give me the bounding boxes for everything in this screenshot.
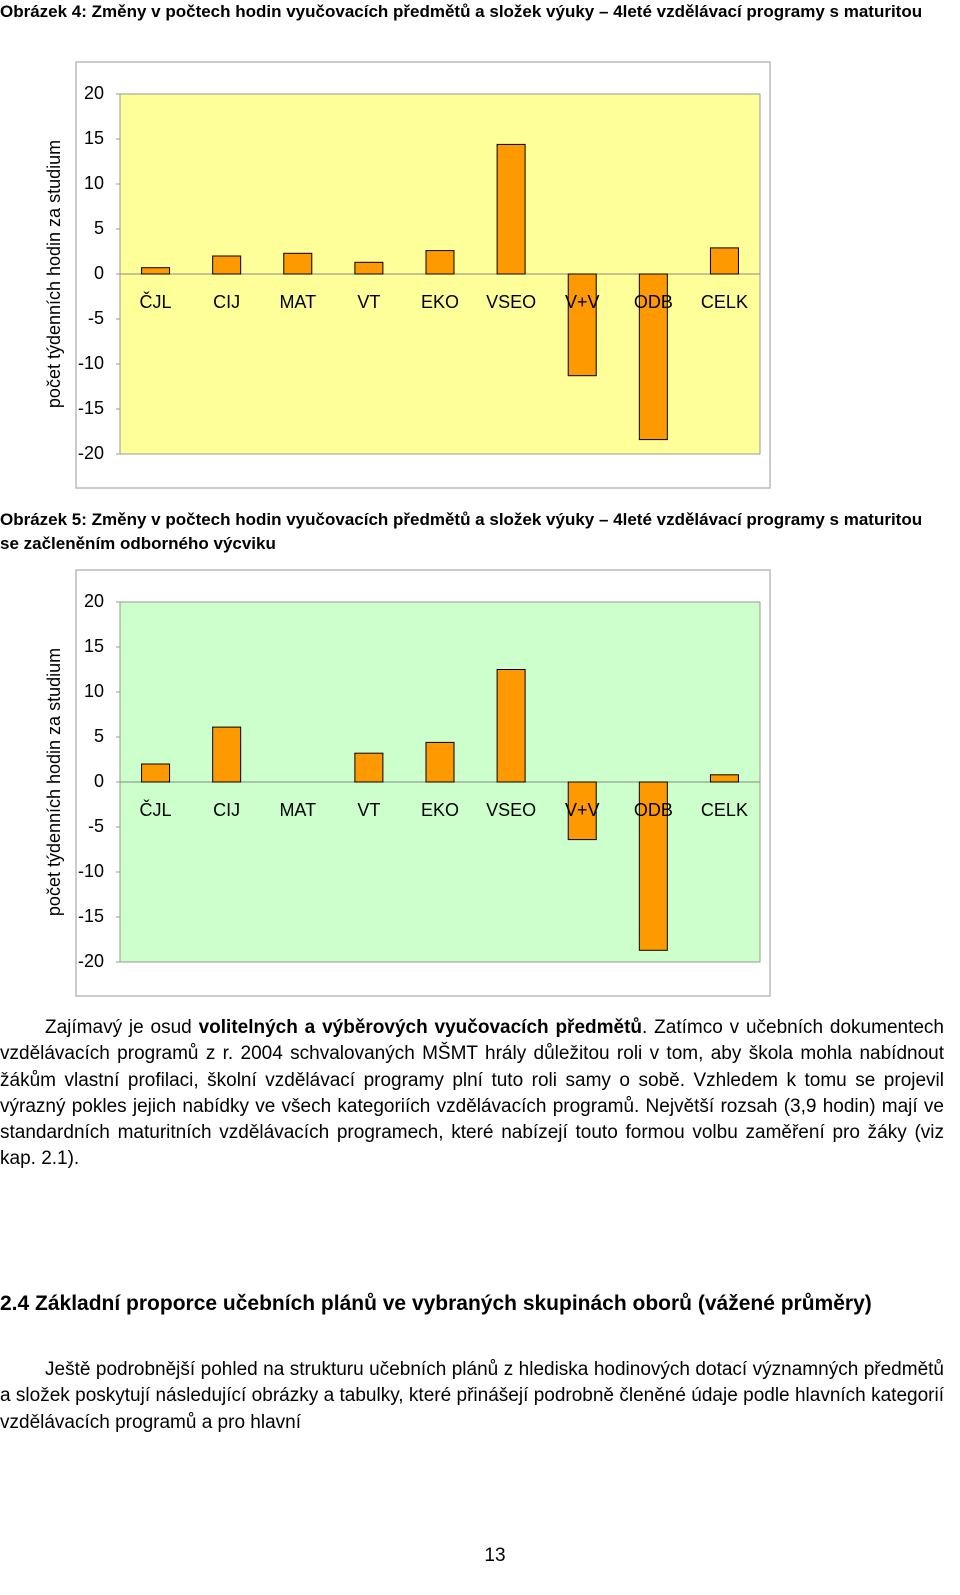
x-tick-label: VSEO <box>486 800 536 820</box>
paragraph: Ještě podrobnější pohled na strukturu uč… <box>0 1359 944 1433</box>
bar <box>496 669 526 783</box>
chart: -20 -15 -10 -5 0 5 10 15 20 počet týdenních hodin… <box>44 61 771 489</box>
y-axis-title: počet týdenních hodin za studium <box>44 140 64 408</box>
y-tick-label: 5 <box>94 218 104 238</box>
x-tick-label: V+V <box>565 292 600 312</box>
y-tick-label: -15 <box>78 398 104 418</box>
bar <box>567 273 597 377</box>
bar <box>638 781 668 951</box>
x-tick-label: CELK <box>701 292 748 312</box>
bar <box>212 255 242 275</box>
bar <box>354 752 384 783</box>
y-tick-label: -20 <box>78 443 104 463</box>
y-tick-label: -10 <box>78 353 104 373</box>
bar <box>496 143 526 275</box>
y-tick-label: -5 <box>88 308 104 328</box>
chart: -20 -15 -10 -5 0 5 10 15 20 počet týdenních hodin… <box>44 569 771 997</box>
figure-caption: Obrázek 5: Změny v počtech hodin vyučova… <box>0 510 923 553</box>
bar <box>283 252 313 275</box>
bar <box>709 247 739 275</box>
bar <box>212 726 242 783</box>
x-tick-label: CELK <box>701 800 748 820</box>
page-number: 13 <box>484 1545 506 1566</box>
y-tick-label: -20 <box>78 951 104 971</box>
section-heading: 2.4 Základní proporce učebních plánů ve … <box>0 1292 872 1315</box>
x-tick-label: CIJ <box>213 292 240 312</box>
y-tick-label: 10 <box>84 173 104 193</box>
bar <box>425 741 455 783</box>
x-tick-label: EKO <box>421 800 459 820</box>
y-tick-label: 20 <box>84 83 104 103</box>
x-tick-label: VSEO <box>486 292 536 312</box>
bar <box>425 250 455 275</box>
x-tick-label: MAT <box>279 800 316 820</box>
figure-caption: Obrázek 4: Změny v počtech hodin vyučova… <box>0 2 923 21</box>
x-tick-label: ODB <box>634 800 673 820</box>
y-axis-title: počet týdenních hodin za studium <box>44 648 64 916</box>
x-tick-label: EKO <box>421 292 459 312</box>
y-tick-label: 0 <box>94 771 104 791</box>
text: Zajímavý je osud <box>45 1017 199 1038</box>
y-tick-label: 15 <box>84 128 104 148</box>
x-tick-label: CIJ <box>213 800 240 820</box>
x-tick-label: ČJL <box>140 799 172 820</box>
x-tick-label: VT <box>357 292 380 312</box>
text: . Zatímco v učebních dokumentech vzděláv… <box>0 1017 944 1170</box>
y-tick-label: 0 <box>94 263 104 283</box>
bar <box>638 273 668 441</box>
bar <box>709 774 739 783</box>
y-tick-label: 15 <box>84 636 104 656</box>
x-tick-label: MAT <box>279 292 316 312</box>
x-tick-label: V+V <box>565 800 600 820</box>
y-tick-label: 10 <box>84 681 104 701</box>
y-tick-label: 20 <box>84 591 104 611</box>
bar <box>567 781 597 841</box>
y-tick-label: -10 <box>78 861 104 881</box>
y-tick-label: 5 <box>94 726 104 746</box>
x-tick-label: ODB <box>634 292 673 312</box>
bar <box>354 261 384 275</box>
bold-text: volitelných a výběrových vyučovacích pře… <box>198 1017 643 1038</box>
paragraph: Zajímavý je osud volitelných a výběrovýc… <box>0 1015 944 1173</box>
bar <box>141 763 171 783</box>
y-tick-label: -15 <box>78 906 104 926</box>
x-tick-label: ČJL <box>140 291 172 312</box>
y-tick-label: -5 <box>88 816 104 836</box>
bar <box>141 267 171 275</box>
x-tick-label: VT <box>357 800 380 820</box>
